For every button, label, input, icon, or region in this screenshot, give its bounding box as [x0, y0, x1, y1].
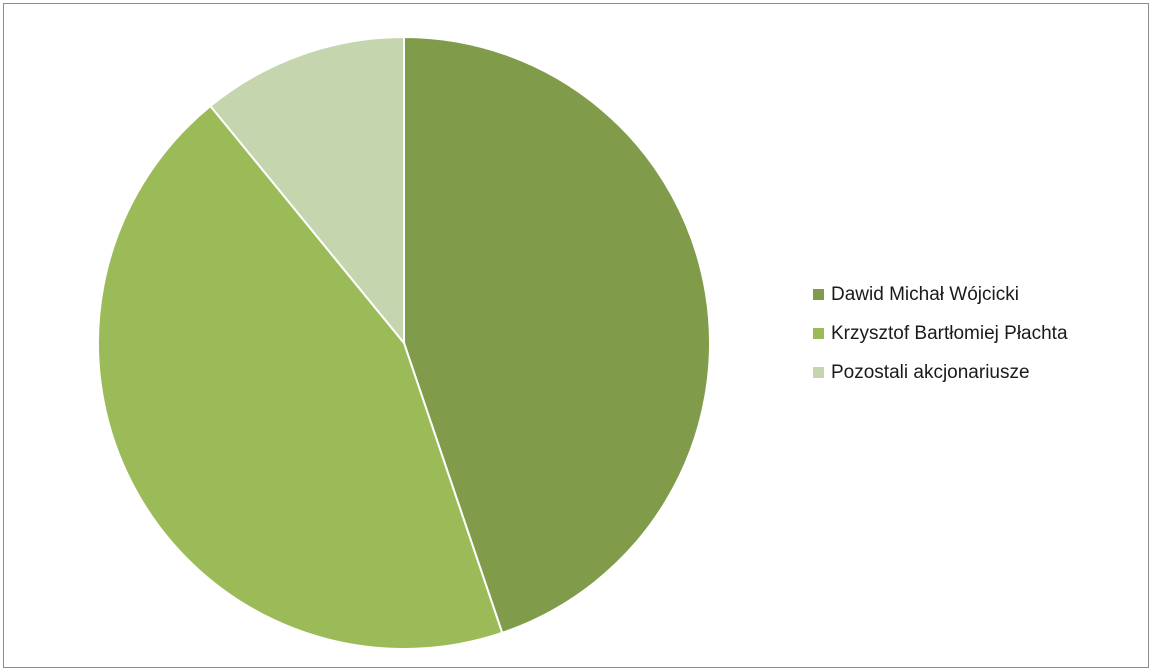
- legend-label: Dawid Michał Wójcicki: [831, 283, 1019, 305]
- legend-label: Krzysztof Bartłomiej Płachta: [831, 322, 1068, 344]
- legend-item: Krzysztof Bartłomiej Płachta: [813, 322, 1068, 345]
- legend-swatch: [813, 289, 824, 300]
- pie-slice-pozostali: [209, 35, 405, 346]
- legend: Dawid Michał Wójcicki Krzysztof Bartłomi…: [813, 283, 1068, 400]
- legend-swatch: [813, 328, 824, 339]
- legend-label: Pozostali akcjonariusze: [831, 361, 1030, 383]
- pie-slices: [97, 35, 711, 650]
- pie-slice-krzysztof: [97, 104, 504, 650]
- legend-swatch: [813, 367, 824, 378]
- legend-item: Pozostali akcjonariusze: [813, 361, 1068, 384]
- pie-slice-dawid: [403, 35, 711, 635]
- pie-chart: [97, 35, 711, 650]
- legend-item: Dawid Michał Wójcicki: [813, 283, 1068, 306]
- chart-frame: Dawid Michał Wójcicki Krzysztof Bartłomi…: [3, 3, 1149, 668]
